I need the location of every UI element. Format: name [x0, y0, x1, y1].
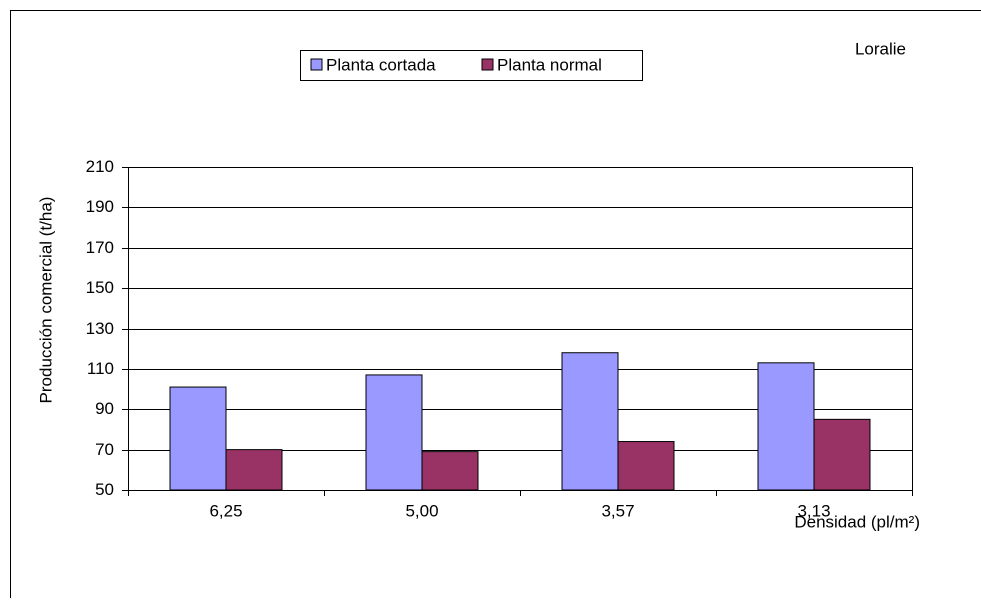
bar — [562, 353, 618, 490]
x-tick-label: 6,25 — [209, 501, 242, 520]
bar — [226, 450, 282, 490]
y-tick-label: 150 — [86, 278, 114, 297]
legend-label: Planta cortada — [326, 55, 436, 74]
legend-label: Planta normal — [497, 55, 602, 74]
legend-swatch — [311, 59, 322, 70]
y-axis-label: Producción comercial (t/ha) — [36, 197, 55, 404]
y-tick-label: 70 — [95, 440, 114, 459]
y-tick-label: 210 — [86, 157, 114, 176]
y-tick-label: 130 — [86, 319, 114, 338]
y-tick-label: 110 — [87, 359, 114, 378]
bar — [366, 375, 422, 490]
y-tick-label: 90 — [95, 399, 114, 418]
y-tick-label: 50 — [95, 480, 114, 499]
bar — [422, 452, 478, 490]
bar — [814, 419, 870, 490]
legend-swatch — [482, 59, 493, 70]
bar — [170, 387, 226, 490]
bar — [758, 363, 814, 490]
bar — [618, 442, 674, 490]
x-tick-label: 5,00 — [405, 501, 438, 520]
x-tick-label: 3,13 — [797, 501, 830, 520]
y-tick-label: 170 — [86, 238, 114, 257]
y-tick-label: 190 — [86, 197, 114, 216]
annotation: Loralie — [855, 39, 906, 58]
x-tick-label: 3,57 — [601, 501, 634, 520]
